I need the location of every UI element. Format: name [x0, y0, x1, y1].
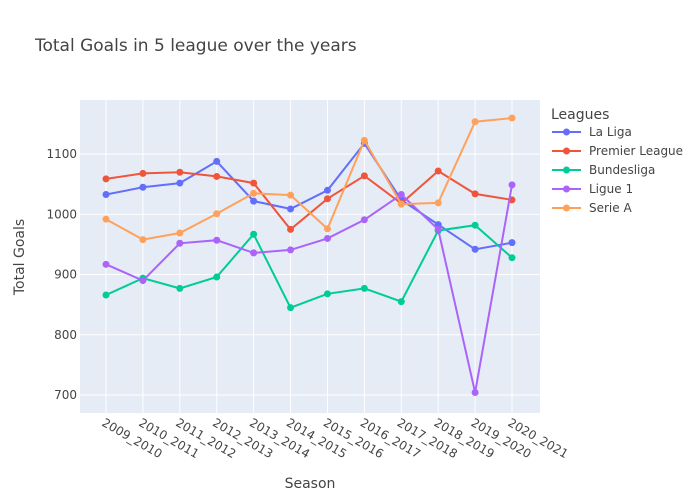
data-point[interactable]: [471, 190, 479, 198]
series-ligue-1: [102, 181, 516, 397]
data-point[interactable]: [323, 186, 331, 194]
legend-swatch-marker: [563, 185, 570, 193]
data-point[interactable]: [471, 118, 479, 126]
data-point[interactable]: [434, 167, 442, 175]
data-point[interactable]: [250, 230, 258, 238]
data-point[interactable]: [434, 221, 442, 229]
legend-swatch-marker: [563, 204, 570, 212]
series-line: [105, 117, 513, 241]
data-point[interactable]: [434, 199, 442, 207]
data-point[interactable]: [508, 114, 516, 122]
data-point[interactable]: [213, 210, 221, 218]
data-point[interactable]: [213, 236, 221, 244]
legend-label: Bundesliga: [589, 163, 655, 177]
legend-label: Premier League: [589, 144, 683, 158]
data-point[interactable]: [176, 229, 184, 237]
data-point[interactable]: [397, 298, 405, 306]
data-point[interactable]: [287, 205, 295, 213]
gridlines: [80, 100, 540, 413]
legend-swatch-marker: [563, 128, 570, 136]
data-point[interactable]: [176, 239, 184, 247]
series-layer: [102, 114, 516, 397]
chart-title: Total Goals in 5 league over the years: [34, 36, 357, 56]
y-axis-ticks: 700 800 900 1000 1100: [46, 147, 77, 402]
data-point[interactable]: [287, 304, 295, 312]
legend-swatch-marker: [563, 166, 570, 174]
data-point[interactable]: [471, 389, 479, 397]
series-line: [105, 169, 513, 231]
data-point[interactable]: [508, 181, 516, 189]
data-point[interactable]: [287, 191, 295, 199]
data-point[interactable]: [397, 200, 405, 208]
data-point[interactable]: [471, 221, 479, 229]
legend-item[interactable]: La Liga: [552, 125, 632, 139]
data-point[interactable]: [250, 249, 258, 257]
data-point[interactable]: [360, 216, 368, 224]
data-point[interactable]: [360, 136, 368, 144]
y-tick-label: 800: [54, 328, 77, 342]
data-point[interactable]: [139, 236, 147, 244]
data-point[interactable]: [360, 284, 368, 292]
data-point[interactable]: [139, 169, 147, 177]
y-tick-label: 900: [54, 268, 77, 282]
y-tick-label: 700: [54, 388, 77, 402]
data-point[interactable]: [176, 179, 184, 187]
data-point[interactable]: [323, 234, 331, 242]
data-point[interactable]: [102, 175, 110, 183]
legend-item[interactable]: Ligue 1: [552, 182, 633, 196]
data-point[interactable]: [250, 179, 258, 187]
data-point[interactable]: [323, 290, 331, 298]
data-point[interactable]: [287, 246, 295, 254]
data-point[interactable]: [397, 191, 405, 199]
series-bundesliga: [102, 221, 516, 312]
data-point[interactable]: [323, 195, 331, 203]
legend-item[interactable]: Bundesliga: [552, 163, 655, 177]
data-point[interactable]: [287, 225, 295, 233]
legend-item[interactable]: Serie A: [552, 201, 632, 215]
legend-label: Ligue 1: [589, 182, 633, 196]
data-point[interactable]: [213, 157, 221, 165]
data-point[interactable]: [139, 277, 147, 285]
data-point[interactable]: [250, 197, 258, 205]
data-point[interactable]: [250, 189, 258, 197]
data-point[interactable]: [360, 172, 368, 180]
y-axis-title: Total Goals: [12, 219, 28, 296]
x-axis-title: Season: [285, 476, 336, 492]
legend-items[interactable]: La Liga Premier League Bundesliga Ligue 1 Se…: [552, 125, 683, 215]
data-point[interactable]: [213, 273, 221, 281]
legend-label: La Liga: [589, 125, 632, 139]
series-line: [105, 184, 513, 393]
legend-label: Serie A: [589, 201, 632, 215]
plot-area: [80, 100, 540, 413]
data-point[interactable]: [176, 284, 184, 292]
y-tick-label: 1000: [46, 207, 77, 221]
series-line: [105, 224, 513, 309]
data-point[interactable]: [176, 168, 184, 176]
data-point[interactable]: [434, 225, 442, 233]
data-point[interactable]: [139, 183, 147, 191]
data-point[interactable]: [323, 225, 331, 233]
data-point[interactable]: [471, 245, 479, 253]
data-point[interactable]: [508, 239, 516, 247]
legend-swatch-marker: [563, 147, 570, 155]
series-premier-league: [102, 167, 516, 233]
data-point[interactable]: [102, 191, 110, 199]
data-point[interactable]: [102, 260, 110, 268]
y-tick-label: 1100: [46, 147, 77, 161]
legend-title: Leagues: [551, 107, 609, 123]
data-point[interactable]: [102, 215, 110, 223]
data-point[interactable]: [508, 254, 516, 262]
x-axis-ticks: 2009_20102010_20112011_20122012_20132013…: [100, 415, 571, 461]
data-point[interactable]: [213, 172, 221, 180]
series-serie-a: [102, 114, 516, 244]
legend-item[interactable]: Premier League: [552, 144, 683, 158]
data-point[interactable]: [102, 291, 110, 299]
